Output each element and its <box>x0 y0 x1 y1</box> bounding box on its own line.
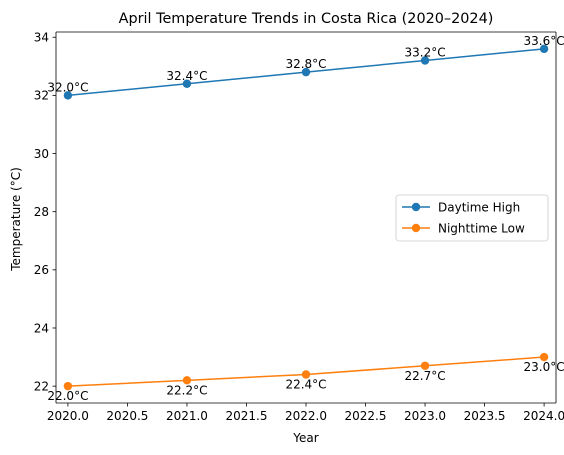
data-label: 32.0°C <box>47 80 88 94</box>
data-label: 22.0°C <box>47 389 88 403</box>
y-tick-label: 24 <box>34 321 49 335</box>
data-label: 33.6°C <box>524 34 564 48</box>
y-tick-label: 28 <box>34 205 49 219</box>
series-layer <box>63 44 549 391</box>
legend-label: Daytime High <box>438 201 520 215</box>
x-tick-label: 2020.5 <box>106 409 148 423</box>
chart-title: April Temperature Trends in Costa Rica (… <box>119 11 494 27</box>
data-point <box>63 91 73 100</box>
legend-swatch-marker <box>411 223 421 233</box>
data-label-layer: 32.0°C 32.4°C 32.8°C 33.2°C 33.6°C 22.0°C 22.2… <box>47 34 564 403</box>
data-label: 22.4°C <box>285 378 326 392</box>
x-tick-label: 2022.0 <box>285 409 327 423</box>
data-label: 22.7°C <box>404 369 445 383</box>
ticks: 2020.0 2020.5 2021.0 2021.5 2022.0 2022.5 2023… <box>34 31 564 423</box>
data-point <box>301 67 311 77</box>
x-tick-label: 2023.0 <box>404 409 446 423</box>
data-point <box>182 376 192 385</box>
x-tick-label: 2021.5 <box>225 409 267 423</box>
x-tick-label: 2022.5 <box>345 409 387 423</box>
data-point <box>539 352 549 362</box>
data-point <box>182 79 192 88</box>
y-tick-label: 34 <box>34 31 49 45</box>
legend-label: Nighttime Low <box>438 222 525 236</box>
data-point <box>420 56 430 65</box>
x-tick-label: 2023.5 <box>464 409 506 423</box>
data-label: 23.0°C <box>524 360 564 374</box>
y-tick-label: 32 <box>34 89 49 103</box>
y-tick-label: 26 <box>34 263 49 277</box>
data-point <box>63 381 73 391</box>
data-label: 32.4°C <box>166 69 207 83</box>
x-axis-label: Year <box>292 431 318 445</box>
data-label: 22.2°C <box>166 383 207 397</box>
legend-box <box>395 194 549 242</box>
data-label: 33.2°C <box>404 45 445 59</box>
data-point <box>301 370 311 379</box>
x-tick-label: 2024.0 <box>523 409 564 423</box>
legend: Daytime High Nighttime Low <box>395 194 549 242</box>
data-point <box>420 361 430 370</box>
legend-swatch-marker <box>411 202 421 212</box>
y-tick-label: 30 <box>34 147 49 161</box>
x-tick-label: 2020.0 <box>47 409 89 423</box>
y-tick-label: 22 <box>34 379 49 393</box>
x-tick-label: 2021.0 <box>166 409 208 423</box>
y-axis-label: Temperature (°C) <box>9 167 23 272</box>
data-point <box>539 44 549 54</box>
data-label: 32.8°C <box>285 57 326 71</box>
